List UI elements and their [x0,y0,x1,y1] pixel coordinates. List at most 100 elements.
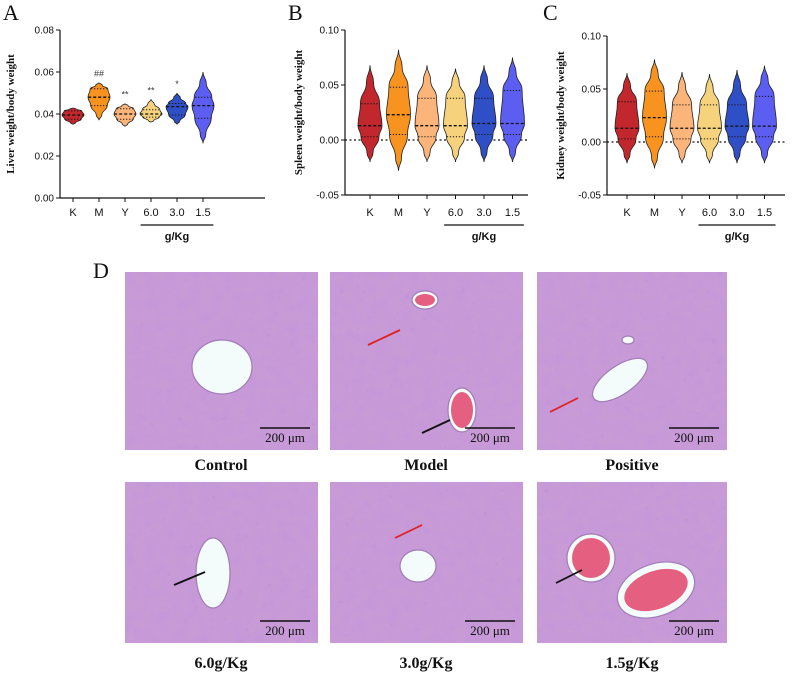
central-vein [399,549,437,583]
y-tick-label: 0.04 [35,110,55,121]
congested-blood [624,568,688,612]
congested-blood [451,392,473,428]
x-tick-label: M [94,207,103,219]
violin-K [357,64,383,163]
violin-6.0 [443,67,468,163]
scale-bar-label: 200 μm [265,623,305,638]
central-vein [591,357,649,403]
significance-mark: ** [147,85,155,95]
central-vein [191,339,253,395]
x-tick-label: K [69,207,77,219]
x-tick-label: 3.0 [729,207,744,219]
y-tick-label: 0.05 [582,85,602,96]
violin-3.0 [471,64,497,163]
spleen-violin-chart: -0.05 0.00 0.05 0.10 Spleen weight/body weig… [293,26,528,243]
violin-K [61,107,85,125]
x-tick-label: K [366,207,374,219]
y-tick-label: -0.05 [316,191,339,202]
micrograph-caption: Control [194,457,248,474]
annotation-arrow [394,524,423,539]
y-tick-label: -0.05 [578,191,601,202]
x-tick-label: 3.0 [169,207,184,219]
y-tick-label: 0.00 [35,194,55,205]
micrograph-4: 200 μm 6.0g/Kg [125,482,318,672]
x-tick-label: 1.5 [505,207,520,219]
micrograph-2: 200 μm Model [330,272,523,474]
y-tick-label: 0.08 [35,26,55,37]
violin-1.5 [752,65,777,164]
x-tick-label: Y [121,207,129,219]
y-axis-title: Kidney weight/body weight [555,51,567,180]
panel-letter-d: D [93,258,109,283]
micrograph-1: 200 μm Control [125,272,318,474]
scale-bar-label: 200 μm [674,430,714,445]
significance-mark: ** [121,90,129,100]
micrograph-caption: 3.0g/Kg [400,655,453,672]
annotation-arrow [549,397,579,413]
x-tick-label: Y [423,207,431,219]
y-tick-label: 0.02 [35,152,55,163]
annotation-arrow [173,571,206,586]
significance-mark: * [175,79,179,89]
scale-bar-label: 200 μm [470,430,510,445]
violin-M [642,58,667,169]
y-axis-title: Spleen weight/body weight [293,50,305,176]
micrograph-3: 200 μm Positive [537,272,727,474]
x-tick-label: 3.0 [476,207,491,219]
y-tick-label: 0.10 [320,26,340,37]
violin-Y [669,71,695,164]
micrograph-6: 200 μm 1.5g/Kg [537,482,727,672]
micrograph-caption: 1.5g/Kg [606,655,659,672]
x-tick-label: 6.0 [448,207,463,219]
x-tick-label: Y [678,207,686,219]
x-tick-label: 1.5 [757,207,772,219]
violin-3.0 [724,69,750,164]
panel-letter-c: C [543,0,558,25]
y-tick-label: 0.00 [320,136,340,147]
x-tick-label: 1.5 [195,207,210,219]
annotation-arrow [367,329,401,346]
group-unit-label: g/Kg [472,231,496,243]
violin-Y [414,64,440,163]
significance-mark: ## [94,69,104,79]
violin-M [87,82,111,121]
micrograph-5: 200 μm 3.0g/Kg [330,482,523,672]
tissue-nuclei [537,482,727,643]
liver-violin-chart: 0.00 0.02 0.04 0.06 0.08 Liver weight/body we… [5,26,265,243]
scale-bar-label: 200 μm [674,623,714,638]
violin-6.0 [139,98,163,123]
x-tick-label: 6.0 [143,207,158,219]
congested-blood [572,538,610,578]
x-tick-label: 6.0 [702,207,717,219]
x-tick-label: M [394,207,403,219]
x-tick-label: K [623,207,631,219]
violin-3.0 [165,92,189,125]
x-tick-label: M [650,207,659,219]
violin-1.5 [191,71,215,144]
scale-bar-label: 200 μm [470,623,510,638]
y-axis-title: Liver weight/body weight [5,54,17,174]
central-vein [195,537,231,609]
kidney-violin-chart: -0.05 0.00 0.05 0.10 Kidney weight/body weig… [555,32,785,243]
violin-1.5 [500,57,525,163]
congested-blood [415,294,435,306]
violin-K [614,73,640,164]
y-tick-label: 0.10 [582,32,602,43]
panel-letter-b: B [288,0,303,25]
micrograph-caption: 6.0g/Kg [195,655,248,672]
group-unit-label: g/Kg [165,231,189,243]
violin-6.0 [697,74,722,164]
annotation-arrow [421,419,451,434]
annotation-arrow [555,569,583,584]
violin-Y [113,103,137,127]
panel-letter-a: A [3,0,19,25]
scale-bar-label: 200 μm [265,430,305,445]
central-vein [621,335,635,345]
y-tick-label: 0.05 [320,81,340,92]
y-tick-label: 0.06 [35,68,55,79]
micrograph-caption: Model [404,457,448,474]
micrograph-caption: Positive [605,457,658,474]
group-unit-label: g/Kg [725,231,749,243]
